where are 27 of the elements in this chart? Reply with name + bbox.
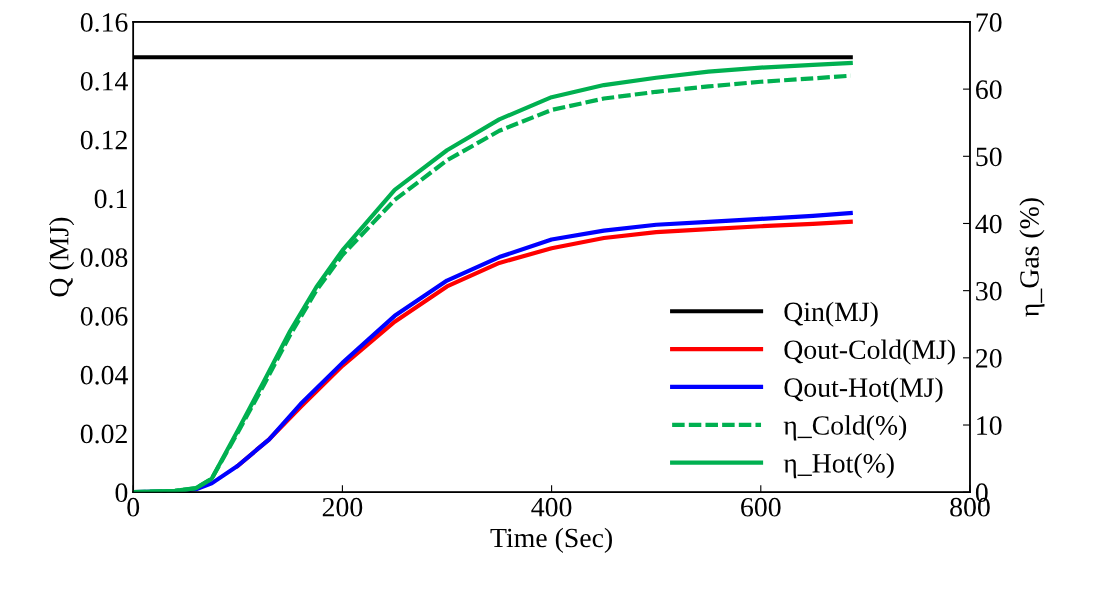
legend-label: Qout-Cold(MJ) [784, 339, 955, 365]
y-tick-label: 0 [115, 483, 128, 503]
y-tick-label: 0.16 [80, 13, 128, 32]
y-tick-label: 0.14 [80, 71, 128, 91]
legend-label: Qin(MJ) [784, 301, 878, 327]
y-tick-label: 0.06 [80, 307, 128, 326]
y-tick-label: 0.08 [80, 248, 128, 268]
y2-tick-label: 40 [975, 214, 1002, 234]
y2-tick-label: 50 [976, 147, 1002, 167]
y-axis-title: Q (MJ) [49, 217, 75, 297]
legend-label: η_Cold(%) [783, 415, 907, 441]
x-tick-label: 400 [531, 497, 572, 517]
x-tick-label: 600 [741, 497, 781, 517]
y2-tick-label: 20 [976, 349, 1002, 368]
legend-label: η_Hot(%) [783, 453, 894, 479]
y-tick-label: 0.12 [80, 130, 127, 150]
y2-tick-label: 10 [977, 416, 1002, 435]
y-tick-label: 0.1 [94, 189, 127, 209]
x-tick-label: 200 [322, 497, 363, 517]
y2-tick-label: 60 [976, 80, 1002, 100]
y2-tick-label: 70 [976, 13, 1002, 32]
y-tick-label: 0.02 [80, 424, 127, 444]
y-tick-label: 0.04 [80, 365, 128, 385]
y2-tick-label: 30 [976, 281, 1002, 301]
x-axis-title: Time (Sec) [490, 527, 612, 553]
legend-label: Qout-Hot(MJ) [784, 377, 943, 403]
y2-axis-title: η_Gas (%) [1019, 198, 1045, 317]
